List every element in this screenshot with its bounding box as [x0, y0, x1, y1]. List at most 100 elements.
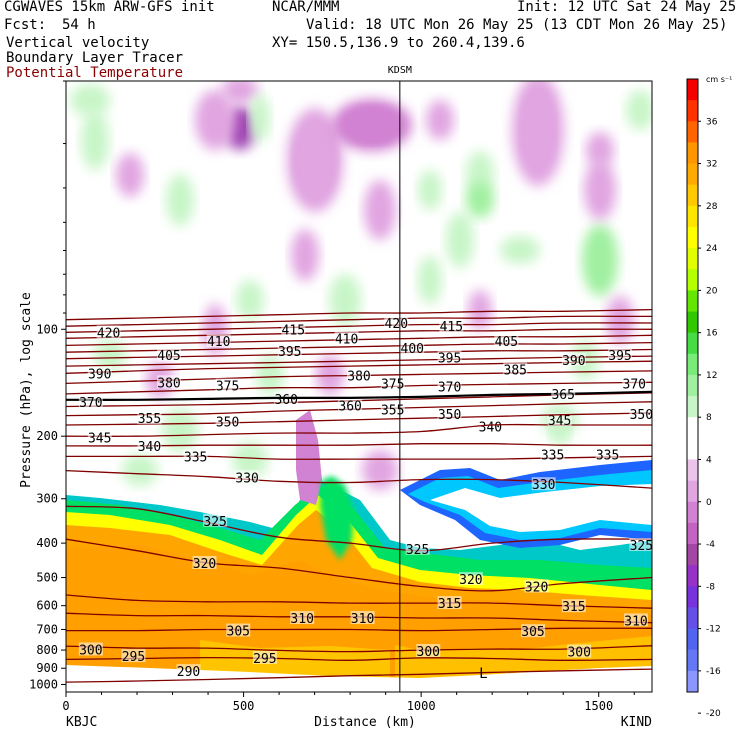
- theta-contour-305: [66, 627, 652, 632]
- y-tick-label: 400: [36, 536, 58, 550]
- station-label: KDSM: [388, 65, 412, 76]
- y-tick-label: 900: [36, 661, 58, 675]
- colorbar-swatch: [687, 459, 698, 482]
- jet-lobe-green: [320, 476, 354, 560]
- wave-blob: [418, 256, 442, 304]
- contour-label-410: 410: [207, 335, 230, 350]
- field-boundary-layer-tracer: Boundary Layer Tracer: [6, 50, 184, 66]
- colorbar-swatch: [687, 396, 698, 418]
- contour-label-bg: [561, 352, 586, 366]
- x-start-label: KBJC: [66, 715, 97, 730]
- contour-label-375: 375: [216, 380, 239, 395]
- wave-blob: [232, 442, 268, 478]
- wave-blob: [426, 100, 454, 140]
- contour-label-bg: [206, 334, 231, 348]
- theta-contour-365: [66, 390, 652, 401]
- contour-label-305: 305: [227, 625, 250, 640]
- contour-label-bg: [96, 325, 121, 339]
- contour-label-300: 300: [567, 646, 590, 661]
- contour-label-380: 380: [347, 370, 370, 385]
- wave-blob: [222, 81, 258, 104]
- wave-blob: [364, 180, 396, 240]
- contour-label-325: 325: [203, 515, 226, 530]
- terrain-label: L: [479, 666, 487, 682]
- wave-blob: [316, 355, 344, 395]
- contour-label-415: 415: [282, 323, 305, 338]
- contour-label-415: 415: [440, 320, 463, 335]
- contour-label-bg: [334, 331, 359, 345]
- field-potential-temperature: Potential Temperature: [6, 65, 184, 81]
- colorbar-swatch: [687, 353, 698, 376]
- contour-label-330: 330: [532, 478, 555, 493]
- colorbar-tick-label: 0: [706, 498, 712, 508]
- contour-label-405: 405: [157, 349, 180, 364]
- colorbar-tick-label: 16: [706, 329, 718, 339]
- contour-label-315: 315: [562, 600, 585, 615]
- colorbar-swatch: [687, 586, 698, 608]
- colorbar: cm s⁻¹ 36 32 28 24 20 16 12 8 4 0 -4 -8 -12 -16 -20: [686, 75, 732, 719]
- contour-label-405: 405: [495, 335, 518, 350]
- y-tick-label: 300: [36, 492, 58, 506]
- contour-label-310: 310: [624, 614, 647, 629]
- colorbar-swatch: [687, 290, 698, 313]
- colorbar-units: cm s⁻¹: [706, 75, 732, 84]
- y-tick-label: 100: [36, 322, 58, 336]
- wave-blob: [466, 182, 494, 218]
- colorbar-swatch: [687, 417, 698, 439]
- colorbar-tick-label: -12: [706, 625, 721, 635]
- contour-label-bg: [347, 368, 371, 382]
- contour-label-bg: [400, 341, 425, 355]
- contour-label-bg: [416, 644, 441, 658]
- wave-blob: [362, 450, 398, 490]
- contour-label-310: 310: [351, 612, 374, 627]
- contour-label-335: 335: [541, 448, 564, 463]
- wave-blob: [236, 280, 264, 320]
- contour-label-bg: [215, 378, 240, 392]
- contour-label-370: 370: [79, 396, 102, 411]
- contour-label-305: 305: [521, 625, 544, 640]
- contour-label-350: 350: [630, 408, 653, 423]
- contour-label-340: 340: [479, 421, 502, 436]
- contour-label-bg: [503, 362, 528, 376]
- contour-label-325: 325: [630, 539, 653, 554]
- colorbar-frame: [686, 78, 699, 693]
- y-axis-title: Pressure (hPa), log scale: [19, 292, 34, 488]
- contour-label-420: 420: [97, 326, 120, 341]
- contour-label-bg: [561, 599, 586, 613]
- contour-label-bg: [494, 334, 519, 348]
- colorbar-swatch: [687, 184, 698, 207]
- forecast-hour: 54 h: [62, 17, 96, 33]
- contour-label-bg: [78, 642, 103, 656]
- colorbar-swatch: [687, 100, 698, 122]
- terrain: [66, 665, 652, 692]
- contour-label-bg: [629, 538, 652, 552]
- contour-label-bg: [176, 664, 201, 678]
- colorbar-swatch: [687, 332, 698, 355]
- colorbar-swatch: [687, 163, 698, 186]
- contour-label-365: 365: [551, 388, 574, 403]
- contour-label-400: 400: [401, 342, 424, 357]
- colorbar-swatch: [687, 501, 698, 524]
- colorbar-swatch: [687, 480, 698, 503]
- wave-blob: [586, 132, 614, 168]
- colorbar-swatch: [687, 565, 698, 587]
- contour-label-bg: [290, 611, 315, 625]
- wave-blob: [582, 224, 618, 296]
- theta-contour-385: [66, 355, 652, 367]
- contour-label-355: 355: [381, 403, 404, 418]
- wave-blob: [584, 160, 616, 220]
- contour-label-bg: [405, 541, 430, 555]
- org-label: NCAR/MMM: [272, 0, 340, 15]
- colorbar-tick-label: -8: [706, 582, 715, 592]
- wave-blob: [500, 236, 540, 264]
- contour-label-bg: [277, 343, 302, 357]
- valid-time: Valid: 18 UTC Mon 26 May 25 (13 CDT Mon …: [306, 17, 728, 33]
- contour-label-300: 300: [417, 645, 440, 660]
- colorbar-tick-label: 36: [706, 117, 718, 127]
- colorbar-tick-label: -4: [706, 540, 715, 550]
- contour-label-350: 350: [438, 408, 461, 423]
- colorbar-tick-label: -20: [706, 709, 721, 719]
- contour-label-340: 340: [138, 440, 161, 455]
- contour-label-bg: [226, 623, 251, 637]
- contour-label-390: 390: [562, 354, 585, 369]
